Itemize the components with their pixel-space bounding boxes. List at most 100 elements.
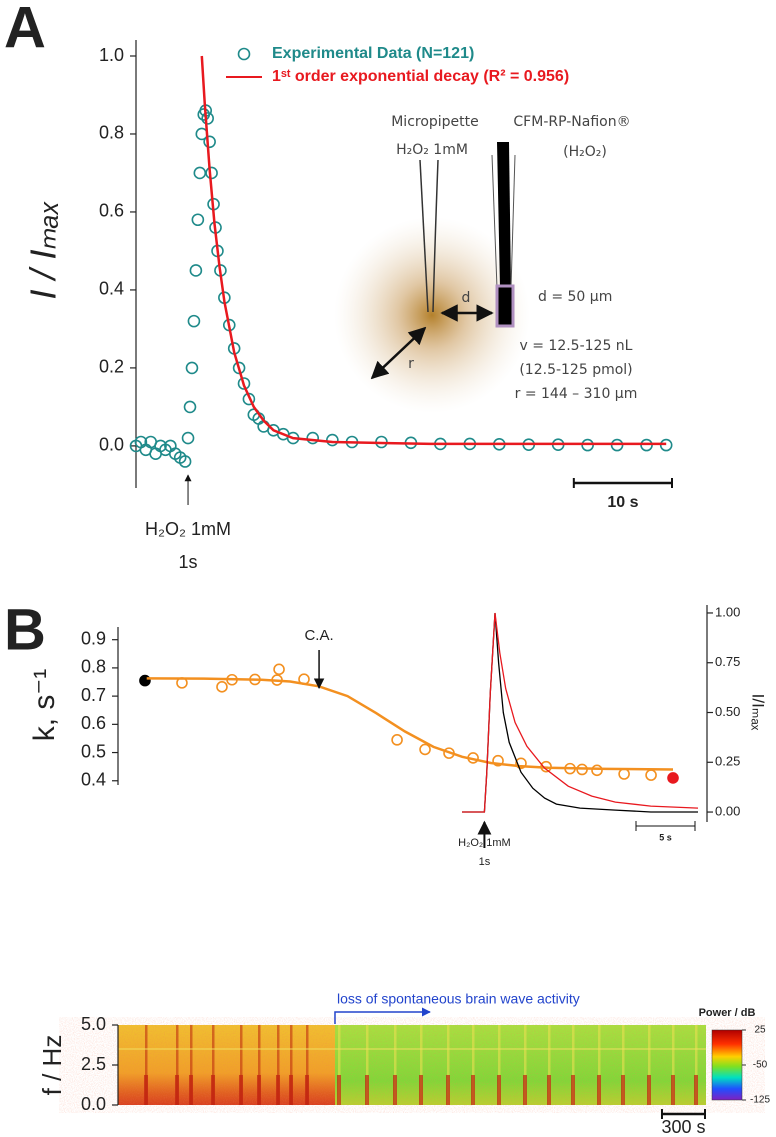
stripe (548, 1025, 551, 1105)
stripe-base (671, 1075, 675, 1105)
y-tick-label: 5.0 (81, 1014, 106, 1034)
spectrogram-noise (118, 1025, 706, 1105)
electrode-tip (495, 284, 515, 328)
label: Micropipette (391, 114, 479, 130)
y-tick-label: 0.6 (81, 713, 106, 733)
panel-label: B (4, 597, 46, 662)
stripe (338, 1025, 341, 1105)
stripe-base (446, 1075, 450, 1105)
stripe-base (189, 1075, 193, 1105)
electrode (510, 154, 516, 289)
stripe-base (305, 1075, 309, 1105)
stripe-base (694, 1075, 698, 1105)
y-tick-label: 0.0 (81, 1094, 106, 1114)
stripe (420, 1025, 423, 1105)
spectrogram-stripes (118, 1025, 706, 1105)
label: d = 50 µm (538, 289, 612, 305)
y-tick-label: 0.50 (715, 704, 740, 719)
y-tick-label: 1.00 (715, 604, 740, 619)
stripe-base (647, 1075, 651, 1105)
stripe (598, 1025, 601, 1105)
label: r = 144 – 310 µm (515, 386, 638, 402)
colorbar (711, 1029, 743, 1101)
stripe-base (523, 1075, 527, 1105)
label: (12.5-125 pmol) (519, 362, 632, 378)
point (201, 112, 214, 125)
point (306, 431, 320, 445)
point (139, 674, 151, 687)
point (326, 433, 339, 447)
y-tick-label: 0.6 (99, 201, 124, 221)
pipette (432, 159, 439, 313)
stripe (394, 1025, 397, 1105)
y-tick-label: 0.0 (99, 435, 124, 455)
point (203, 135, 216, 149)
label: r (408, 356, 414, 372)
scale-bar-label: 5 s (659, 832, 672, 842)
stripe-base (144, 1075, 148, 1105)
panel-label: A (4, 0, 46, 60)
stimulus-label: 1s (479, 856, 491, 868)
stripe (648, 1025, 651, 1105)
point (181, 431, 195, 445)
y-axis-label: f / Hz (37, 1035, 67, 1096)
stripe (306, 1025, 309, 1105)
point (185, 361, 199, 375)
y-tick-label: 1.0 (99, 45, 124, 65)
y-axis-label: I/Iₘₐₓ (749, 694, 768, 731)
stripe (290, 1025, 293, 1105)
stripe (472, 1025, 475, 1105)
stripe (176, 1025, 179, 1105)
stripe-base (211, 1075, 215, 1105)
point (419, 743, 431, 756)
stripe (447, 1025, 450, 1105)
stripe (190, 1025, 193, 1105)
stripe (498, 1025, 501, 1105)
colorbar-tick-label: 25 (754, 1025, 766, 1036)
y-tick-label: 0.2 (99, 357, 124, 377)
point (178, 455, 192, 468)
y-tick-label: 2.5 (81, 1054, 106, 1074)
point (391, 734, 403, 746)
y-axis-label: I / Iₘₐₓ (23, 200, 64, 299)
y-tick-label: 0.5 (81, 741, 106, 761)
stripe (240, 1025, 243, 1105)
stripe-base (337, 1075, 341, 1105)
electrode (497, 142, 511, 288)
label: v = 12.5-125 nL (520, 338, 633, 354)
stripe (277, 1025, 280, 1105)
spectrogram (118, 1025, 743, 1105)
scale-bar-label: 10 s (607, 494, 638, 511)
y-tick-label: 0.4 (81, 770, 106, 790)
point (645, 769, 657, 781)
legend-label: Experimental Data (N=121) (272, 45, 474, 62)
line (200, 55, 667, 446)
stripe-base (239, 1075, 243, 1105)
stripe-base (393, 1075, 397, 1105)
stripe-base (257, 1075, 261, 1105)
label: (H₂O₂) (563, 144, 607, 160)
label: H₂O₂ 1mM (396, 142, 468, 158)
annotation-arrow (334, 1007, 431, 1024)
stripe-base (497, 1075, 501, 1105)
point (189, 264, 203, 277)
stimulus-label: 1s (179, 552, 198, 572)
point (183, 400, 197, 414)
point (237, 377, 251, 390)
stripe-base (289, 1075, 293, 1105)
point (187, 314, 201, 328)
electrode (491, 154, 498, 289)
point (193, 166, 207, 180)
stripe (672, 1025, 675, 1105)
colorbar-tick-label: -50 (753, 1060, 768, 1071)
point (205, 166, 218, 180)
y-tick-label: 0.8 (99, 123, 124, 143)
point (618, 768, 630, 780)
point (515, 757, 527, 770)
y-tick-label: 0.8 (81, 657, 106, 677)
stripe (145, 1025, 148, 1105)
stripe (258, 1025, 261, 1105)
point (216, 681, 228, 693)
stimulus-label: H₂O₂ 1mM (458, 837, 511, 849)
